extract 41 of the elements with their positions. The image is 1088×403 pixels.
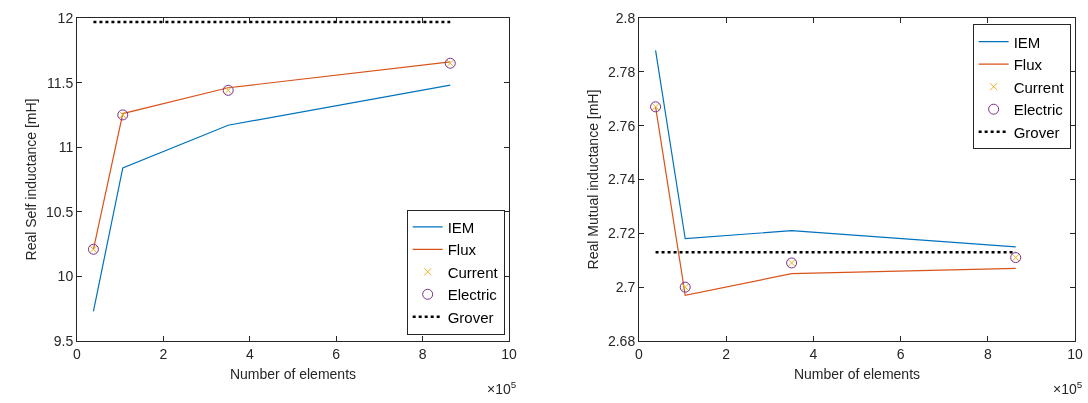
legend-label: Electric — [447, 286, 498, 304]
x-tick-label: 2 — [159, 345, 168, 362]
legend-label: IEM — [1013, 33, 1041, 51]
x-tick-label: 0 — [73, 345, 82, 362]
y-tick-label: 2.68 — [607, 332, 636, 349]
x-tick-label: 10 — [501, 345, 517, 362]
y-tick-label: 2.74 — [607, 171, 636, 188]
y-tick-label: 2.7 — [615, 279, 636, 296]
y-tick-label: 11 — [58, 139, 74, 156]
legend-label: Current — [447, 263, 499, 281]
legend-label: Electric — [1013, 101, 1064, 119]
legend-label: Flux — [1013, 56, 1043, 74]
x-tick-label: 6 — [332, 345, 341, 362]
x-axis-title: Number of elements — [229, 366, 357, 383]
y-tick-label: 12 — [57, 9, 74, 26]
x-tick-label: 10 — [1067, 345, 1083, 362]
legend-label: Grover — [447, 308, 494, 326]
y-tick-label: 11.5 — [46, 74, 74, 91]
text: ×10$^{5}$ — [1053, 379, 1083, 397]
y-tick-label: 9.5 — [53, 332, 74, 349]
x-tick-label: 8 — [418, 345, 427, 362]
y-tick-label: 10 — [57, 268, 74, 285]
y-tick-label: 10.5 — [45, 203, 74, 220]
x-tick-label: 2 — [722, 345, 731, 362]
x-tick-label: 0 — [635, 345, 644, 362]
y-axis-title: Real Self inductance [mH] — [22, 98, 39, 261]
y-tick-label: 2.76 — [607, 117, 636, 134]
x-tick-label: 6 — [896, 345, 905, 362]
y-tick-label: 2.8 — [615, 9, 636, 26]
legend-label: IEM — [447, 218, 475, 236]
legend-label: Current — [1013, 78, 1065, 96]
text: ×10$^{5}$ — [487, 379, 517, 397]
x-axis-title: Number of elements — [793, 366, 921, 383]
x-tick-label: 4 — [809, 345, 818, 362]
y-tick-label: 2.78 — [607, 63, 636, 80]
y-tick-label: 2.72 — [607, 225, 636, 242]
legend-label: Flux — [447, 241, 477, 259]
x-tick-label: 4 — [245, 345, 254, 362]
y-axis-title: Real Mutual inductance [mH] — [584, 89, 601, 270]
x-tick-label: 8 — [983, 345, 992, 362]
legend-label: Grover — [1013, 123, 1060, 141]
